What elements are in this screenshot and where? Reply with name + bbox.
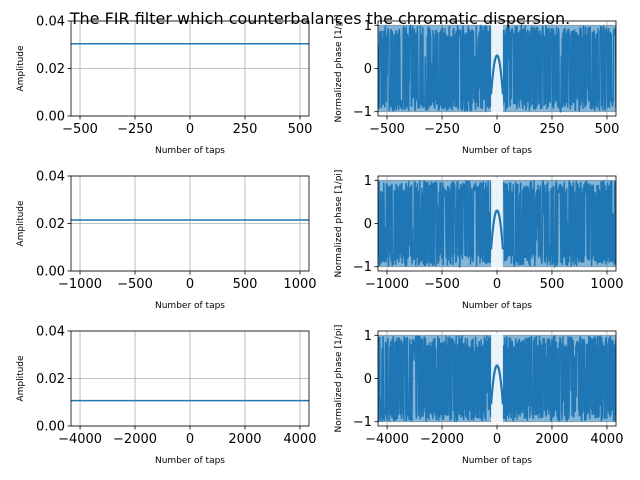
x-tick-label: 500 xyxy=(540,277,565,292)
x-tick-label: 500 xyxy=(288,122,313,137)
y-tick-label: 1 xyxy=(364,19,372,34)
x-tick-label: −1000 xyxy=(58,277,102,292)
x-axis-label: Number of taps xyxy=(462,301,532,311)
x-tick-label: 4000 xyxy=(283,432,316,447)
x-axis-label: Number of taps xyxy=(155,146,225,156)
x-tick-label: −250 xyxy=(117,122,153,137)
phase-center-gap xyxy=(491,333,503,424)
phase-center-lobe xyxy=(489,209,505,250)
x-tick-label: 250 xyxy=(540,122,565,137)
y-tick-label: 0 xyxy=(364,62,372,77)
x-tick-label: 0 xyxy=(186,432,194,447)
phase-center-lobe xyxy=(489,54,505,95)
y-tick-label: 0.02 xyxy=(36,372,65,387)
y-axis-label: Amplitude xyxy=(16,45,26,92)
phase-center-gap xyxy=(491,23,503,114)
y-tick-label: 0.02 xyxy=(36,62,65,77)
y-tick-label: 1 xyxy=(364,174,372,189)
x-tick-label: 2000 xyxy=(228,432,261,447)
x-tick-label: −1000 xyxy=(365,277,409,292)
x-tick-label: −500 xyxy=(117,277,153,292)
y-tick-label: 0.04 xyxy=(36,325,65,340)
subplot-amp3: −4000 −2000 0 2000 4000 0.00 0.02 0.04 Number of… xyxy=(16,325,316,467)
subplot-amp1: −500 −250 0 250 500 0.00 0.02 0.04 Number of tap… xyxy=(16,15,312,157)
figure-title: The FIR filter which counterbalances the… xyxy=(69,9,571,28)
x-tick-label: 0 xyxy=(186,122,194,137)
y-tick-label: 0.00 xyxy=(36,265,65,280)
x-tick-label: −4000 xyxy=(58,432,102,447)
x-tick-label: 4000 xyxy=(590,432,623,447)
y-tick-label: −1 xyxy=(353,260,372,275)
x-tick-label: −250 xyxy=(424,122,460,137)
x-tick-label: 1000 xyxy=(590,277,623,292)
x-tick-label: −2000 xyxy=(113,432,157,447)
y-tick-label: 0.00 xyxy=(36,420,65,435)
y-tick-label: −1 xyxy=(353,105,372,120)
y-tick-label: −1 xyxy=(353,415,372,430)
x-tick-label: 2000 xyxy=(535,432,568,447)
y-tick-label: 0 xyxy=(364,372,372,387)
plot-area xyxy=(378,178,616,269)
x-tick-label: 0 xyxy=(493,432,501,447)
y-tick-label: 0.04 xyxy=(36,170,65,185)
x-tick-label: 0 xyxy=(186,277,194,292)
x-tick-label: 0 xyxy=(493,277,501,292)
x-axis-label: Number of taps xyxy=(462,146,532,156)
x-tick-label: −2000 xyxy=(420,432,464,447)
x-tick-label: −4000 xyxy=(365,432,409,447)
subplot-phase2: −1000 −500 0 500 1000 −1 0 1 Number of taps Norma… xyxy=(334,170,624,311)
x-tick-label: −500 xyxy=(369,122,405,137)
y-tick-label: 0.02 xyxy=(36,217,65,232)
x-axis-label: Number of taps xyxy=(155,301,225,311)
subplot-amp2: −1000 −500 0 500 1000 0.00 0.02 0.04 Number of t… xyxy=(16,170,317,312)
y-tick-label: 1 xyxy=(364,329,372,344)
y-axis-label: Amplitude xyxy=(16,355,26,402)
y-tick-label: 0.00 xyxy=(36,110,65,125)
plot-area xyxy=(378,333,616,424)
subplot-phase1: −500 −250 0 250 500 −1 0 1 Number of taps Normali… xyxy=(334,15,619,156)
y-axis-label: Normalized phase [1/pi] xyxy=(334,15,344,123)
x-tick-label: −500 xyxy=(62,122,98,137)
x-tick-label: 250 xyxy=(233,122,258,137)
subplot-phase3: −4000 −2000 0 2000 4000 −1 0 1 Number of taps Nor… xyxy=(334,325,623,466)
y-axis-label: Normalized phase [1/pi] xyxy=(334,325,344,433)
y-axis-label: Normalized phase [1/pi] xyxy=(334,170,344,278)
x-tick-label: −500 xyxy=(424,277,460,292)
phase-center-gap xyxy=(491,178,503,269)
x-axis-label: Number of taps xyxy=(462,456,532,466)
x-axis-label: Number of taps xyxy=(155,456,225,466)
y-tick-label: 0 xyxy=(364,217,372,232)
phase-center-lobe xyxy=(489,364,505,405)
x-tick-label: 500 xyxy=(595,122,620,137)
x-tick-label: 1000 xyxy=(283,277,316,292)
x-tick-label: 0 xyxy=(493,122,501,137)
plot-area xyxy=(378,23,616,114)
x-tick-label: 500 xyxy=(233,277,258,292)
y-tick-label: 0.04 xyxy=(36,15,65,30)
y-axis-label: Amplitude xyxy=(16,200,26,247)
